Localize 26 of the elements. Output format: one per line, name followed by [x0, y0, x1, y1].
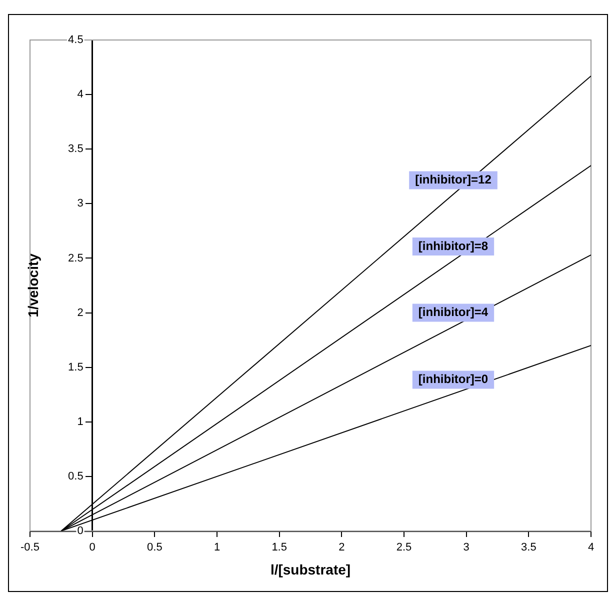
series-label: [inhibitor]=4 [418, 305, 488, 320]
y-tick-label: 1.5 [68, 361, 84, 374]
x-tick-label: 1.5 [272, 542, 287, 554]
x-tick-label: 3.5 [521, 542, 536, 554]
x-tick-label: 4 [588, 542, 594, 554]
y-tick-label: 2 [77, 306, 84, 319]
y-tick-label: 2.5 [68, 252, 84, 264]
y-tick-label: 4.5 [68, 34, 84, 46]
series-label: [inhibitor]=8 [418, 238, 488, 253]
series-label: [inhibitor]=0 [418, 372, 488, 386]
x-tick-label: 0.5 [147, 542, 162, 554]
y-tick-label: 1 [77, 416, 84, 428]
y-axis-title: 1/velocity [25, 253, 41, 318]
x-tick-label: 2.5 [396, 542, 412, 554]
x-tick-label: 1 [214, 542, 220, 554]
x-axis-title: l/[substrate] [270, 561, 351, 578]
y-tick-label: 0 [77, 525, 84, 538]
y-tick-label: 4 [77, 88, 84, 101]
x-tick-label: 2 [338, 542, 345, 554]
x-tick-label: 3 [463, 542, 470, 554]
y-tick-label: 3 [77, 198, 84, 210]
y-tick-label: 3.5 [68, 143, 84, 156]
y-tick-label: 0.5 [68, 470, 84, 482]
x-tick-label: 0 [89, 542, 96, 554]
x-tick-label: -0.5 [20, 542, 40, 554]
series-label: [inhibitor]=12 [415, 172, 492, 187]
